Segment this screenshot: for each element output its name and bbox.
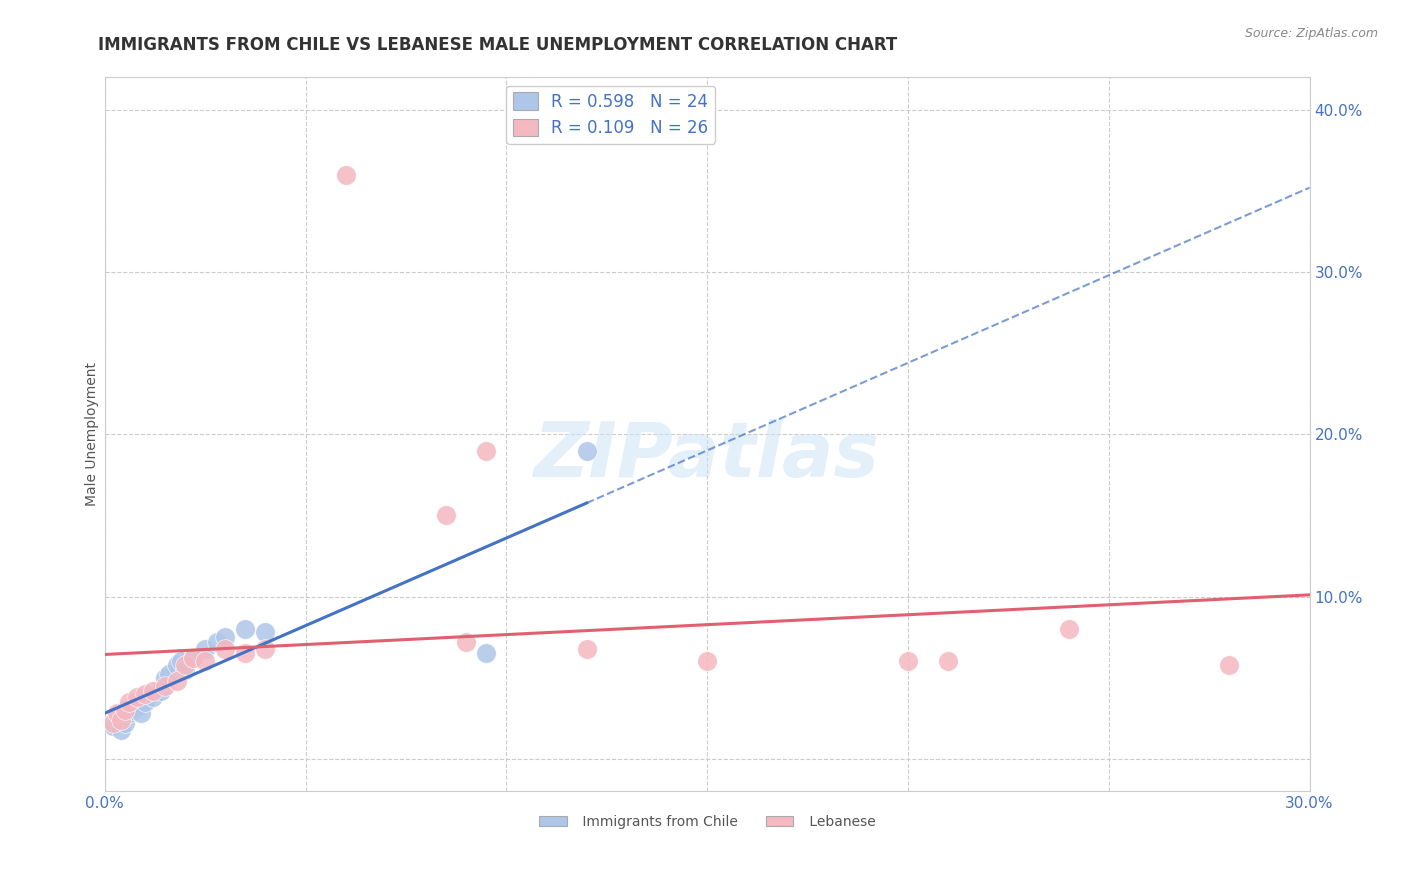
Point	[254, 625, 277, 640]
Point	[105, 706, 128, 721]
Point	[157, 667, 180, 681]
Point	[153, 671, 176, 685]
Point	[101, 719, 124, 733]
Point	[125, 699, 148, 714]
Point	[142, 683, 165, 698]
Point	[1218, 657, 1240, 672]
Point	[174, 663, 197, 677]
Point	[936, 655, 959, 669]
Point	[174, 657, 197, 672]
Point	[194, 655, 217, 669]
Point	[153, 679, 176, 693]
Point	[101, 716, 124, 731]
Point	[129, 706, 152, 721]
Text: IMMIGRANTS FROM CHILE VS LEBANESE MALE UNEMPLOYMENT CORRELATION CHART: IMMIGRANTS FROM CHILE VS LEBANESE MALE U…	[98, 36, 897, 54]
Point	[134, 687, 156, 701]
Point	[235, 646, 257, 660]
Point	[214, 630, 236, 644]
Point	[456, 635, 478, 649]
Point	[125, 690, 148, 705]
Point	[207, 635, 229, 649]
Point	[166, 673, 188, 688]
Point	[575, 443, 598, 458]
Point	[114, 703, 136, 717]
Point	[475, 646, 498, 660]
Point	[118, 695, 141, 709]
Point	[235, 622, 257, 636]
Text: ZIPatlas: ZIPatlas	[534, 418, 880, 492]
Point	[110, 723, 132, 737]
Point	[166, 657, 188, 672]
Point	[105, 711, 128, 725]
Point	[475, 443, 498, 458]
Point	[194, 641, 217, 656]
Point	[696, 655, 718, 669]
Point	[118, 706, 141, 721]
Point	[181, 651, 204, 665]
Text: Source: ZipAtlas.com: Source: ZipAtlas.com	[1244, 27, 1378, 40]
Point	[122, 703, 145, 717]
Point	[110, 713, 132, 727]
Legend:  Immigrants from Chile,  Lebanese: Immigrants from Chile, Lebanese	[533, 809, 880, 834]
Point	[575, 641, 598, 656]
Point	[434, 508, 457, 523]
Point	[897, 655, 920, 669]
Point	[181, 651, 204, 665]
Point	[254, 641, 277, 656]
Point	[150, 683, 173, 698]
Point	[170, 655, 193, 669]
Y-axis label: Male Unemployment: Male Unemployment	[86, 362, 100, 507]
Point	[134, 695, 156, 709]
Point	[214, 641, 236, 656]
Point	[142, 690, 165, 705]
Point	[335, 168, 357, 182]
Point	[1057, 622, 1080, 636]
Point	[114, 716, 136, 731]
